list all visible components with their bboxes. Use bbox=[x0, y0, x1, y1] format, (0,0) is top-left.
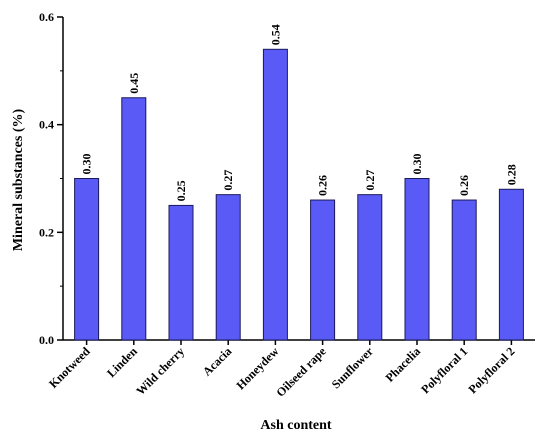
x-tick-label: Wild cherry bbox=[133, 344, 187, 398]
data-label: 0.26 bbox=[457, 175, 471, 196]
bar-phacelia bbox=[404, 178, 430, 341]
x-tick-label: Honeydew bbox=[233, 344, 281, 392]
bar-knotweed bbox=[74, 178, 100, 341]
x-tick-label: Phacelia bbox=[383, 344, 424, 385]
data-label: 0.28 bbox=[504, 164, 518, 185]
y-axis-title: Mineral substances (%) bbox=[11, 109, 26, 252]
x-tick-label: Knotweed bbox=[46, 344, 93, 391]
bar-wild-cherry bbox=[168, 204, 194, 341]
bars bbox=[74, 48, 524, 341]
bar-oilseed-rape bbox=[310, 199, 336, 341]
x-tick-label: Sunflower bbox=[329, 344, 377, 392]
x-tick-label: Linden bbox=[104, 344, 140, 380]
x-tick-label: Polyfloral 1 bbox=[418, 344, 470, 396]
x-tick-label: Acacia bbox=[200, 344, 234, 378]
data-label: 0.26 bbox=[316, 175, 330, 196]
y-axis: 0.0 0.2 0.4 0.6 bbox=[39, 10, 64, 347]
data-labels: 0.30 0.45 0.25 0.27 0.54 0.26 0.27 0.30 0.26 0.28 bbox=[80, 24, 519, 201]
data-label: 0.25 bbox=[174, 180, 188, 201]
x-tick-label: Oilseed rape bbox=[273, 344, 329, 400]
data-label: 0.30 bbox=[80, 154, 94, 175]
bar-sunflower bbox=[357, 194, 383, 341]
y-tick-label: 0.4 bbox=[39, 118, 54, 132]
y-tick-label: 0.2 bbox=[39, 225, 54, 239]
bar-linden bbox=[121, 97, 147, 341]
data-label: 0.30 bbox=[410, 154, 424, 175]
x-tick-label: Polyfloral 2 bbox=[465, 344, 517, 396]
y-tick-label: 0.0 bbox=[39, 333, 54, 347]
x-axis-title: Ash content bbox=[260, 418, 332, 433]
data-label: 0.54 bbox=[268, 24, 282, 45]
data-label: 0.45 bbox=[127, 73, 141, 94]
bar-acacia bbox=[215, 194, 241, 341]
bar-honeydew bbox=[262, 48, 288, 341]
data-label: 0.27 bbox=[221, 170, 235, 191]
bar-polyfloral-1 bbox=[451, 199, 477, 341]
data-label: 0.27 bbox=[363, 170, 377, 191]
bar-polyfloral-2 bbox=[498, 188, 524, 341]
y-tick-label: 0.6 bbox=[39, 10, 54, 24]
